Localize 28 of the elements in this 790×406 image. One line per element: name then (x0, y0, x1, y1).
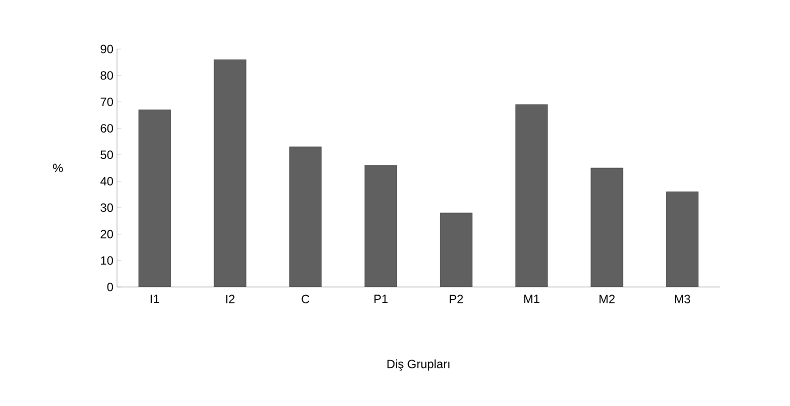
y-tick-label: 80 (100, 71, 114, 80)
y-tick-label: 90 (100, 44, 114, 54)
x-tick-label: M3 (674, 294, 690, 304)
x-tick-label: C (302, 294, 310, 304)
y-tick-label: 60 (100, 124, 114, 133)
x-axis-title: Diş Grupları (387, 359, 450, 371)
x-tick-label: P2 (450, 294, 463, 304)
bar (666, 192, 698, 287)
y-tick-label: 10 (101, 256, 114, 265)
bar (440, 212, 472, 287)
bar (289, 146, 322, 287)
y-tick-label: 0 (107, 282, 114, 292)
y-tick-label: 20 (100, 230, 114, 238)
y-tick-label: 50 (100, 150, 114, 160)
x-tick-label: M1 (524, 294, 540, 304)
y-axis-title: % (53, 164, 63, 172)
bar (515, 104, 548, 287)
x-tick-label: M2 (600, 294, 615, 304)
bar (214, 59, 246, 287)
x-tick-label: P1 (374, 294, 388, 304)
y-tick-label: 70 (100, 98, 114, 106)
y-tick-label: 40 (100, 176, 114, 186)
y-tick-label: 30 (100, 203, 114, 212)
x-tick-label: I2 (226, 294, 234, 304)
bar (364, 165, 398, 287)
bar (138, 110, 171, 287)
x-tick-label: I1 (150, 294, 160, 304)
bar (590, 168, 624, 287)
